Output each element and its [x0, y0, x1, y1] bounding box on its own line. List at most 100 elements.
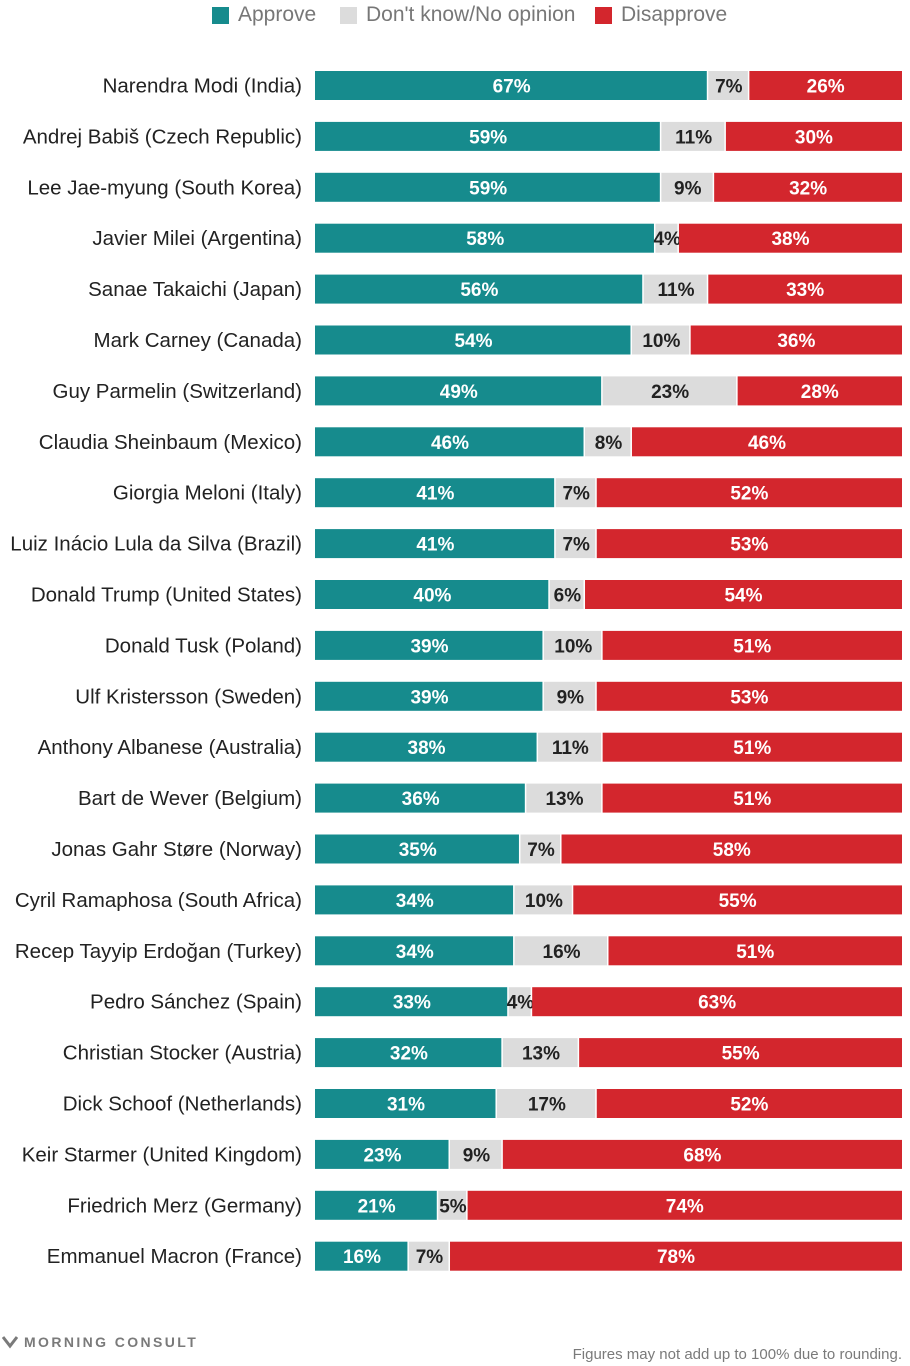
bar-segment-no-opinion: [496, 1089, 596, 1118]
bar-row: Sanae Takaichi (Japan) 56% 11% 33%: [88, 274, 902, 304]
data-label-approve: 35%: [399, 840, 437, 861]
data-label-disapprove: 55%: [719, 891, 757, 912]
legend-item-disapprove: Disapprove: [595, 2, 727, 28]
category-label: Donald Trump (United States): [31, 584, 302, 607]
bar-row: Friedrich Merz (Germany) 21% 5% 74%: [67, 1190, 902, 1220]
bar-segment-approve: [315, 834, 519, 864]
bar-segment-disapprove: [596, 529, 902, 559]
bar-segment-approve: [315, 325, 631, 355]
data-label-approve: 59%: [469, 178, 507, 199]
category-label: Anthony Albanese (Australia): [38, 736, 302, 759]
bar-row: Emmanuel Macron (France) 16% 7% 78%: [47, 1241, 902, 1271]
bar-segment-approve: [315, 1038, 502, 1068]
data-label-approve: 31%: [387, 1095, 425, 1116]
data-label-disapprove: 51%: [733, 738, 771, 759]
data-label-no-opinion: 5%: [439, 1196, 467, 1217]
data-label-disapprove: 55%: [722, 1044, 760, 1065]
category-label: Ulf Kristersson (Sweden): [75, 685, 302, 708]
bar-segment-no-opinion: [661, 172, 713, 202]
bar-segment-no-opinion: [514, 885, 572, 915]
bar-segment-no-opinion: [643, 274, 707, 304]
bar-row: Bart de Wever (Belgium) 36% 13% 51%: [78, 783, 902, 813]
legend-label-approve: Approve: [238, 3, 317, 26]
data-label-disapprove: 68%: [683, 1145, 721, 1166]
bar-segment-approve: [315, 529, 555, 559]
bar-segment-approve: [315, 885, 514, 915]
bar-segment-no-opinion: [514, 936, 607, 966]
bar-row: Recep Tayyip Erdoğan (Turkey) 34% 16% 51%: [15, 936, 902, 966]
data-label-no-opinion: 10%: [642, 331, 680, 352]
data-label-no-opinion: 11%: [552, 738, 589, 759]
data-label-approve: 41%: [416, 484, 454, 505]
chart-legend: Approve Don't know/No opinion Disapprove: [0, 2, 910, 28]
data-label-disapprove: 52%: [730, 484, 768, 505]
bar-segment-approve: [315, 987, 508, 1017]
bar-segment-no-opinion: [538, 732, 602, 762]
data-label-no-opinion: 11%: [658, 280, 695, 301]
data-label-approve: 32%: [390, 1044, 428, 1065]
bar-row: Anthony Albanese (Australia) 38% 11% 51%: [38, 732, 902, 762]
bar-segment-approve: [315, 1089, 496, 1118]
data-label-no-opinion: 4%: [653, 229, 681, 250]
data-label-no-opinion: 9%: [463, 1145, 491, 1166]
bar-row: Ulf Kristersson (Sweden) 39% 9% 53%: [75, 681, 902, 711]
category-label: Emmanuel Macron (France): [47, 1245, 302, 1268]
category-label: Recep Tayyip Erdoğan (Turkey): [15, 940, 302, 963]
category-label: Claudia Sheinbaum (Mexico): [39, 431, 302, 454]
data-label-approve: 46%: [431, 433, 469, 454]
data-label-no-opinion: 7%: [562, 535, 590, 556]
legend-swatch-disapprove: [595, 6, 612, 24]
data-label-approve: 49%: [440, 382, 478, 403]
category-label: Keir Starmer (United Kingdom): [22, 1143, 302, 1166]
bar-row: Mark Carney (Canada) 54% 10% 36%: [94, 325, 902, 355]
data-label-approve: 56%: [460, 280, 498, 301]
bar-segment-disapprove: [749, 71, 902, 100]
category-label: Luiz Inácio Lula da Silva (Brazil): [10, 533, 302, 556]
category-label: Pedro Sánchez (Spain): [90, 991, 302, 1014]
bar-segment-disapprove: [602, 783, 902, 813]
bar-segment-disapprove: [631, 427, 902, 457]
bar-row: Donald Trump (United States) 40% 6% 54%: [31, 580, 902, 609]
category-label: Dick Schoof (Netherlands): [63, 1093, 302, 1116]
data-label-approve: 39%: [410, 687, 448, 708]
bar-segment-no-opinion: [631, 325, 690, 355]
legend-label-no-opinion: Don't know/No opinion: [366, 3, 576, 26]
data-label-approve: 36%: [402, 789, 440, 810]
data-label-no-opinion: 7%: [562, 484, 590, 505]
data-label-disapprove: 26%: [807, 77, 845, 98]
data-label-no-opinion: 7%: [715, 77, 743, 98]
bar-segment-no-opinion: [438, 1190, 467, 1220]
bar-row: Christian Stocker (Austria) 32% 13% 55%: [63, 1038, 902, 1068]
bar-row: Lee Jae-myung (South Korea) 59% 9% 32%: [27, 172, 902, 202]
bar-row: Jonas Gahr Støre (Norway) 35% 7% 58%: [51, 834, 902, 864]
bar-row: Giorgia Meloni (Italy) 41% 7% 52%: [113, 478, 902, 508]
bar-row: Keir Starmer (United Kingdom) 23% 9% 68%: [22, 1139, 902, 1169]
category-label: Andrej Babiš (Czech Republic): [23, 125, 302, 148]
bar-row: Claudia Sheinbaum (Mexico) 46% 8% 46%: [39, 427, 902, 457]
legend-label-disapprove: Disapprove: [621, 3, 728, 26]
data-label-no-opinion: 13%: [522, 1044, 560, 1065]
category-label: Javier Milei (Argentina): [92, 227, 302, 250]
bar-segment-disapprove: [573, 885, 902, 915]
bar-segment-no-opinion: [543, 630, 602, 660]
data-label-no-opinion: 8%: [595, 433, 623, 454]
bar-segment-approve: [315, 427, 584, 457]
bar-segment-approve: [315, 681, 543, 711]
bar-row: Guy Parmelin (Switzerland) 49% 23% 28%: [53, 376, 902, 406]
bar-row: Pedro Sánchez (Spain) 33% 4% 63%: [90, 987, 902, 1017]
bar-segment-disapprove: [585, 580, 902, 609]
bar-segment-no-opinion: [585, 427, 631, 457]
category-label: Guy Parmelin (Switzerland): [53, 380, 303, 403]
bar-segment-no-opinion: [708, 71, 748, 100]
bar-segment-disapprove: [596, 1089, 902, 1118]
data-label-disapprove: 52%: [730, 1095, 768, 1116]
bar-row: Andrej Babiš (Czech Republic) 59% 11% 30%: [23, 121, 902, 151]
bar-segment-no-opinion: [408, 1241, 449, 1271]
data-label-disapprove: 78%: [657, 1247, 695, 1268]
bar-segment-approve: [315, 732, 537, 762]
bar-segment-approve: [315, 223, 654, 253]
category-label: Sanae Takaichi (Japan): [88, 278, 302, 301]
legend-swatch-approve: [212, 6, 229, 24]
category-label: Narendra Modi (India): [103, 75, 302, 98]
bar-segment-disapprove: [725, 121, 902, 151]
